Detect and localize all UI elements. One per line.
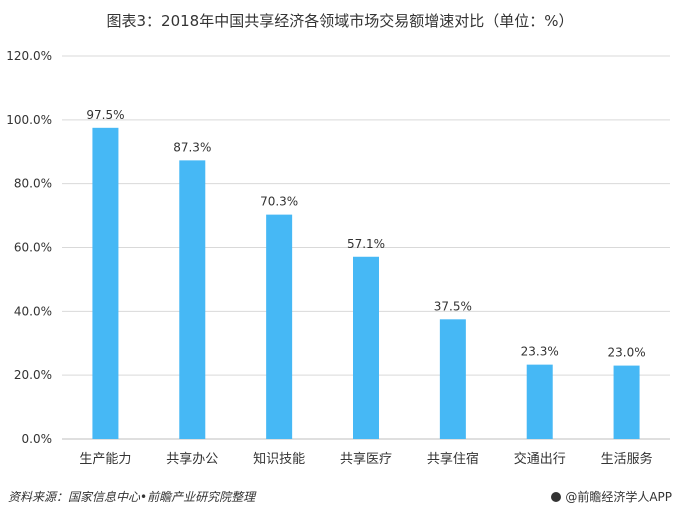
data-label: 70.3% xyxy=(260,195,298,209)
data-label: 23.3% xyxy=(521,345,559,359)
value-labels: 97.5% 87.3% 70.3% 57.1% 37.5% 23.3% 23.0% xyxy=(86,108,645,360)
y-tick-label: 40.0% xyxy=(14,304,52,318)
data-label: 57.1% xyxy=(347,237,385,251)
y-tick-label: 120.0% xyxy=(6,49,52,63)
bar xyxy=(526,364,553,439)
category-label: 共享办公 xyxy=(166,451,218,467)
category-label: 共享住宿 xyxy=(427,451,479,467)
bar xyxy=(353,256,379,439)
brand-logo-icon xyxy=(551,491,562,502)
x-axis-categories: 生产能力 共享办公 知识技能 共享医疗 共享住宿 交通出行 生活服务 xyxy=(79,451,652,467)
y-tick-label: 80.0% xyxy=(14,177,52,191)
category-label: 生产能力 xyxy=(79,452,131,467)
y-axis-ticks: 0.0% 20.0% 40.0% 60.0% 80.0% 100.0% 120.0% xyxy=(6,49,52,446)
bar xyxy=(92,127,119,439)
data-label: 87.3% xyxy=(173,140,211,154)
chart-title: 图表3：2018年中国共享经济各领域市场交易额增速对比（单位：%） xyxy=(106,12,574,30)
bar xyxy=(266,214,293,439)
category-label: 生活服务 xyxy=(601,451,653,467)
y-tick-label: 100.0% xyxy=(6,113,52,127)
category-label: 知识技能 xyxy=(253,451,305,467)
data-label: 23.0% xyxy=(608,346,646,360)
y-tick-label: 60.0% xyxy=(14,241,52,255)
source-note: 资料来源：国家信息中心•前瞻产业研究院整理 xyxy=(8,490,256,504)
data-label: 37.5% xyxy=(434,299,472,313)
bar xyxy=(179,160,206,439)
brand-credit: @前瞻经济学人APP xyxy=(551,488,672,505)
bar xyxy=(613,365,640,439)
data-label: 97.5% xyxy=(86,108,124,122)
bars xyxy=(92,127,640,439)
y-tick-label: 20.0% xyxy=(14,368,52,382)
category-label: 交通出行 xyxy=(514,451,566,467)
y-tick-label: 0.0% xyxy=(22,432,53,446)
bar xyxy=(439,319,466,439)
brand-text: @前瞻经济学人APP xyxy=(565,490,672,504)
category-label: 共享医疗 xyxy=(340,451,392,467)
